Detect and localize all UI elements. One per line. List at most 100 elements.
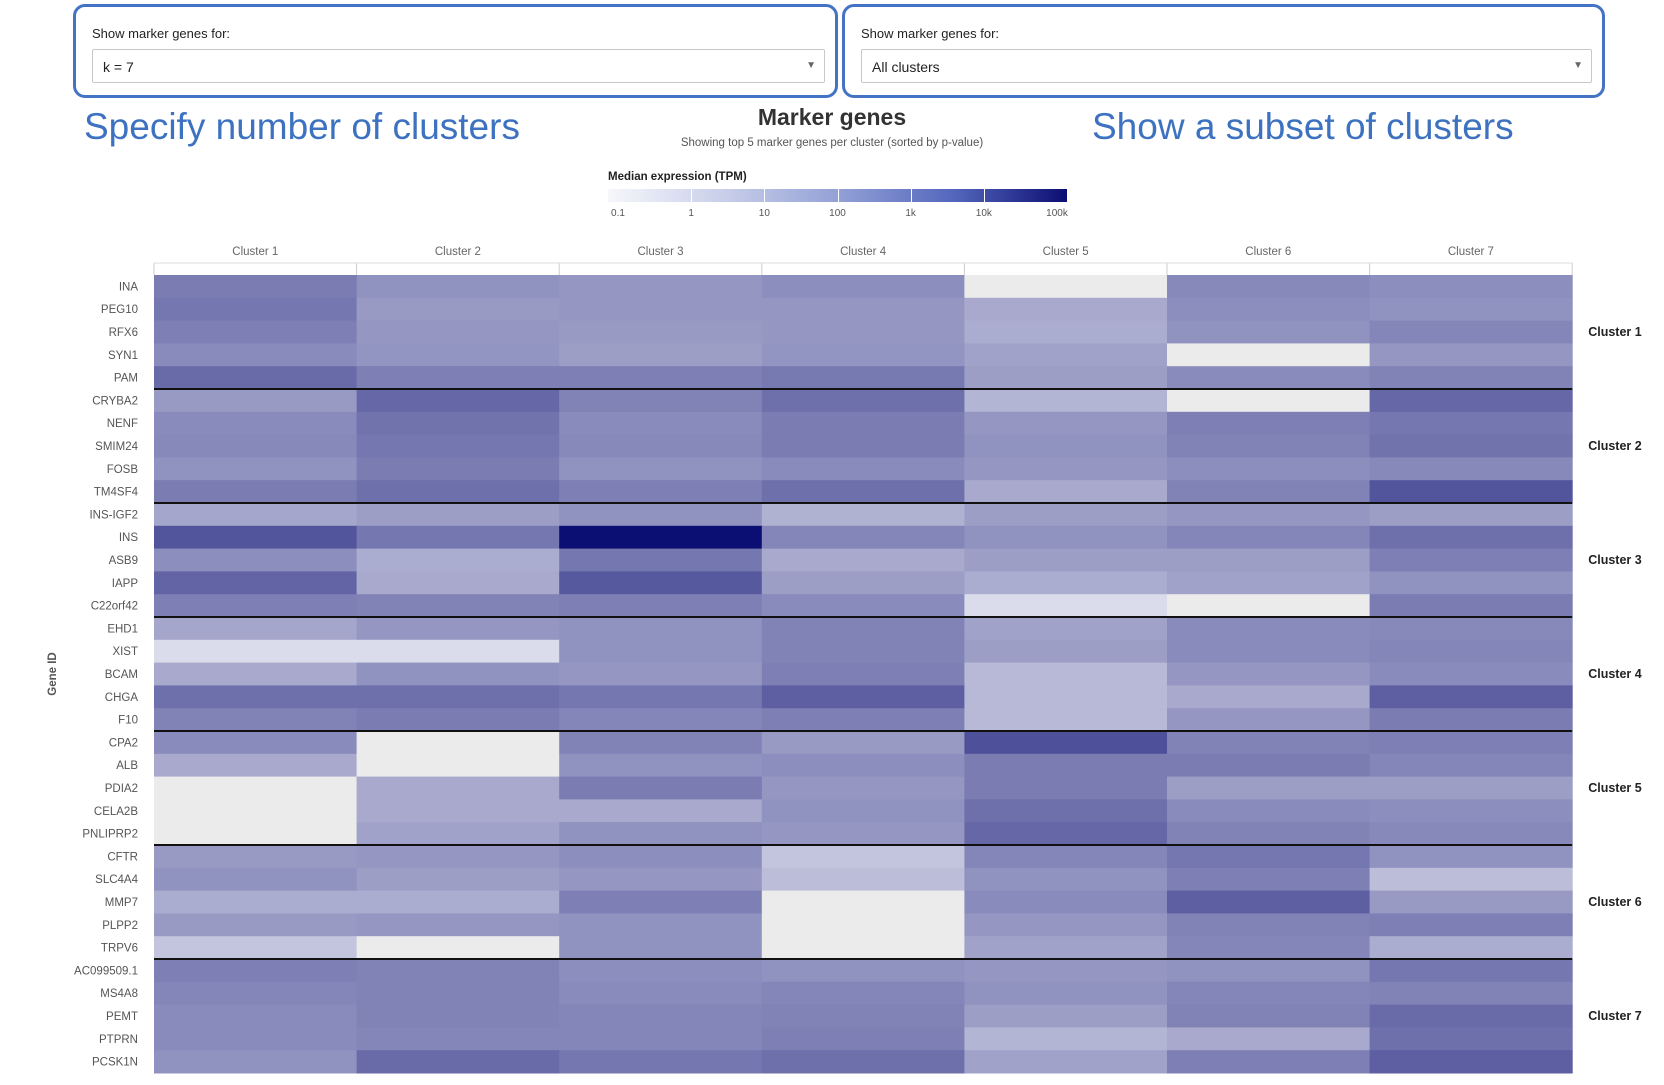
heatmap-cell — [356, 1050, 560, 1074]
heatmap-cell — [154, 1050, 358, 1074]
gene-label: CHGA — [105, 692, 139, 704]
heatmap-cell — [559, 389, 763, 413]
heatmap-cell — [1369, 913, 1573, 937]
k-select[interactable]: k = 7 ▼ — [92, 49, 825, 83]
heatmap-cell — [964, 913, 1168, 937]
heatmap-cell — [761, 525, 965, 550]
legend-separator — [910, 189, 912, 202]
heatmap-cell — [356, 890, 560, 914]
heatmap-cell — [761, 617, 965, 641]
heatmap-cell — [356, 457, 560, 481]
legend-tick-label: 1k — [905, 208, 916, 219]
heatmap-cell — [761, 457, 965, 481]
y-axis-label: Gene ID — [47, 652, 59, 695]
heatmap-cell — [356, 685, 560, 709]
heatmap-cell — [559, 617, 763, 641]
heatmap-cell — [761, 776, 965, 800]
heatmap-cell — [1167, 1004, 1371, 1028]
cluster-filter-panel: Show marker genes for: All clusters ▼ — [842, 4, 1605, 98]
gene-label: SLC4A4 — [95, 874, 138, 886]
heatmap-cell — [356, 981, 560, 1006]
cluster-select[interactable]: All clusters ▼ — [861, 49, 1592, 83]
heatmap-cell — [356, 1027, 560, 1051]
heatmap-cell — [964, 480, 1168, 504]
legend-tick-label: 0.1 — [611, 208, 625, 219]
group-label: Cluster 4 — [1588, 667, 1642, 681]
heatmap-cell — [559, 320, 763, 344]
heatmap-cell — [1167, 525, 1371, 550]
heatmap-cell — [761, 867, 965, 892]
heatmap-cell — [964, 571, 1168, 595]
heatmap-cell — [761, 389, 965, 413]
heatmap-cell — [964, 845, 1168, 869]
heatmap-cell — [356, 434, 560, 458]
heatmap-cell — [1369, 822, 1573, 846]
heatmap-cell — [356, 708, 560, 732]
heatmap-cell — [1369, 1027, 1573, 1051]
group-label: Cluster 6 — [1588, 895, 1642, 909]
heatmap-cell — [1369, 503, 1573, 527]
heatmap-cell — [559, 343, 763, 367]
heatmap-cell — [356, 799, 560, 823]
heatmap-cell — [761, 639, 965, 664]
column-header: Cluster 6 — [1245, 246, 1291, 258]
heatmap-cell — [1167, 959, 1371, 983]
heatmap-cell — [761, 594, 965, 618]
heatmap-cell — [964, 343, 1168, 367]
gene-label: BCAM — [105, 669, 138, 681]
column-header: Cluster 4 — [840, 246, 887, 258]
heatmap-cell — [1167, 389, 1371, 413]
heatmap-cell — [964, 548, 1168, 572]
gene-label: PCSK1N — [92, 1057, 138, 1069]
column-header: Cluster 2 — [435, 246, 481, 258]
heatmap-cell — [559, 753, 763, 778]
heatmap-cell — [964, 959, 1168, 983]
heatmap-cell — [356, 1004, 560, 1028]
heatmap-cell — [1167, 297, 1371, 322]
heatmap-cell — [761, 913, 965, 937]
heatmap-cell — [154, 343, 358, 367]
heatmap-cell — [1369, 571, 1573, 595]
group-label: Cluster 3 — [1588, 553, 1642, 567]
column-header: Cluster 5 — [1043, 246, 1089, 258]
heatmap-cell — [1167, 457, 1371, 481]
gene-label: INS-IGF2 — [89, 509, 138, 521]
heatmap-cell — [559, 822, 763, 846]
gene-label: INS — [119, 532, 139, 544]
chevron-down-icon: ▼ — [1573, 60, 1583, 71]
heatmap-cell — [1369, 753, 1573, 778]
heatmap-cell — [559, 275, 763, 299]
heatmap-cell — [964, 685, 1168, 709]
heatmap-cell — [154, 685, 358, 709]
heatmap-cell — [1167, 913, 1371, 937]
gene-label: EHD1 — [107, 623, 138, 635]
heatmap-cell — [1369, 457, 1573, 481]
heatmap-cell — [761, 320, 965, 344]
heatmap-cell — [559, 1050, 763, 1074]
heatmap-cell — [1369, 525, 1573, 550]
heatmap-cell — [1167, 799, 1371, 823]
heatmap-cell — [1167, 275, 1371, 299]
heatmap-cell — [1167, 548, 1371, 572]
heatmap-cell — [1167, 708, 1371, 732]
callout-right: Show a subset of clusters — [1092, 106, 1514, 147]
heatmap-cell — [761, 845, 965, 869]
heatmap-cell — [1167, 867, 1371, 892]
heatmap-cell — [559, 480, 763, 504]
heatmap-cell — [356, 343, 560, 367]
heatmap-cell — [1369, 662, 1573, 686]
heatmap-cell — [154, 845, 358, 869]
heatmap-cell — [356, 297, 560, 322]
heatmap-cell — [154, 503, 358, 527]
heatmap-cell — [1369, 366, 1573, 390]
heatmap-cell — [1167, 434, 1371, 458]
cluster-filter-label: Show marker genes for: — [861, 26, 1000, 41]
legend-tick-label: 10 — [758, 208, 770, 219]
heatmap-cell — [1369, 890, 1573, 914]
gene-label: XIST — [112, 646, 138, 658]
heatmap-cell — [761, 822, 965, 846]
heatmap-cell — [356, 822, 560, 846]
heatmap-cell — [154, 936, 358, 960]
heatmap-cell — [761, 731, 965, 755]
heatmap-cell — [356, 845, 560, 869]
